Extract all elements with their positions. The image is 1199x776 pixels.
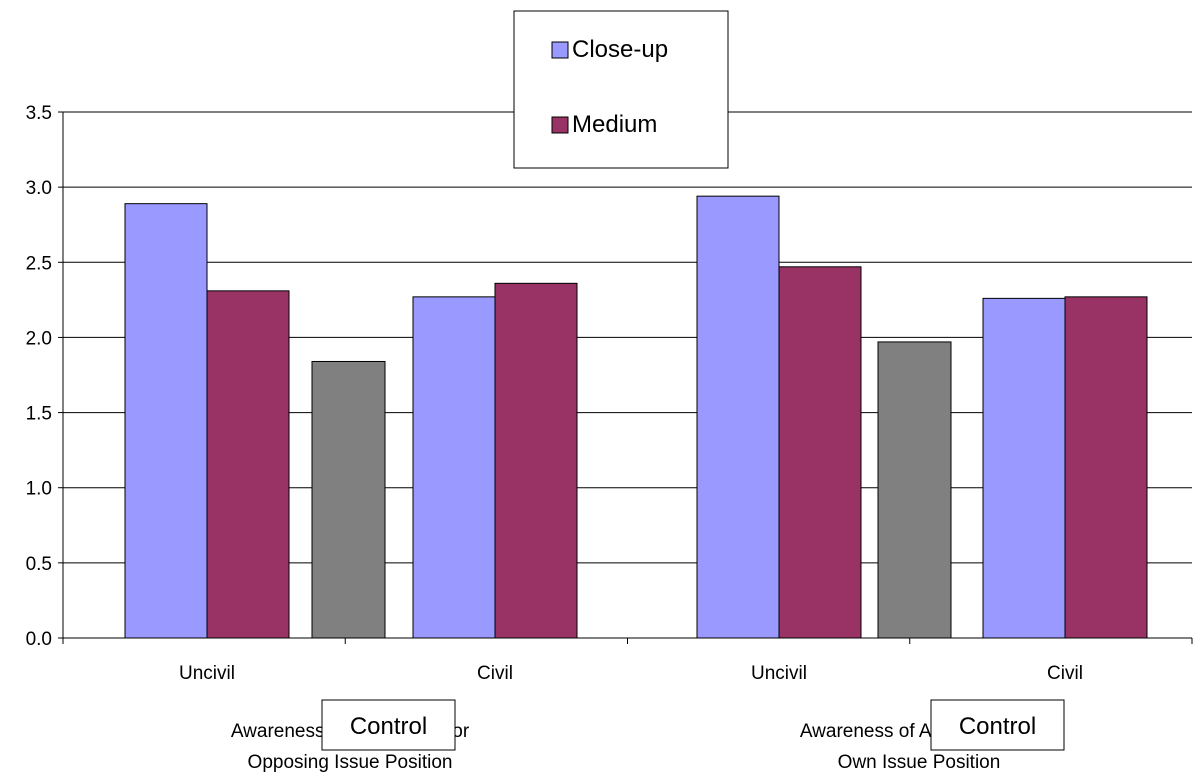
y-tick-label: 3.0: [26, 178, 52, 199]
legend: Close-up Medium: [513, 10, 729, 169]
legend-label: Medium: [572, 111, 657, 138]
y-tick-label: 2.5: [26, 253, 52, 274]
group-label-line2: Opposing Issue Position: [248, 752, 453, 773]
bar-close-up-civil: [412, 296, 496, 639]
bar-medium-uncivil: [778, 266, 862, 639]
legend-label: Close-up: [572, 36, 668, 63]
control-callout-label: Control: [959, 713, 1036, 740]
axes: [58, 111, 1193, 644]
category-label: Uncivil: [179, 663, 235, 684]
bar-control: [311, 360, 386, 639]
legend-swatch: [551, 41, 569, 59]
y-tick-label: 0.0: [26, 629, 52, 650]
legend-swatch: [551, 116, 569, 134]
group-label-line2: Own Issue Position: [838, 752, 1001, 773]
bar-medium-civil: [1064, 296, 1148, 639]
category-label: Civil: [477, 663, 513, 684]
legend-box: [513, 10, 729, 169]
y-tick-label: 2.0: [26, 328, 52, 349]
control-callout-label: Control: [350, 713, 427, 740]
category-label: Uncivil: [751, 663, 807, 684]
category-label: Civil: [1047, 663, 1083, 684]
y-tick-label: 0.5: [26, 554, 52, 575]
control-callouts: Control Control: [321, 699, 1065, 751]
bar-close-up-civil: [982, 297, 1066, 639]
bar-control: [877, 341, 952, 639]
control-callout-box: [321, 699, 456, 751]
bars: [124, 195, 1148, 639]
control-callout-box: [930, 699, 1065, 751]
bar-medium-civil: [494, 282, 578, 639]
bar-close-up-uncivil: [124, 203, 208, 639]
y-tick-label: 3.5: [26, 103, 52, 124]
y-tick-label: 1.5: [26, 404, 52, 425]
y-tick-label: 1.0: [26, 479, 52, 500]
bar-close-up-uncivil: [696, 195, 780, 639]
bar-medium-uncivil: [206, 290, 290, 639]
